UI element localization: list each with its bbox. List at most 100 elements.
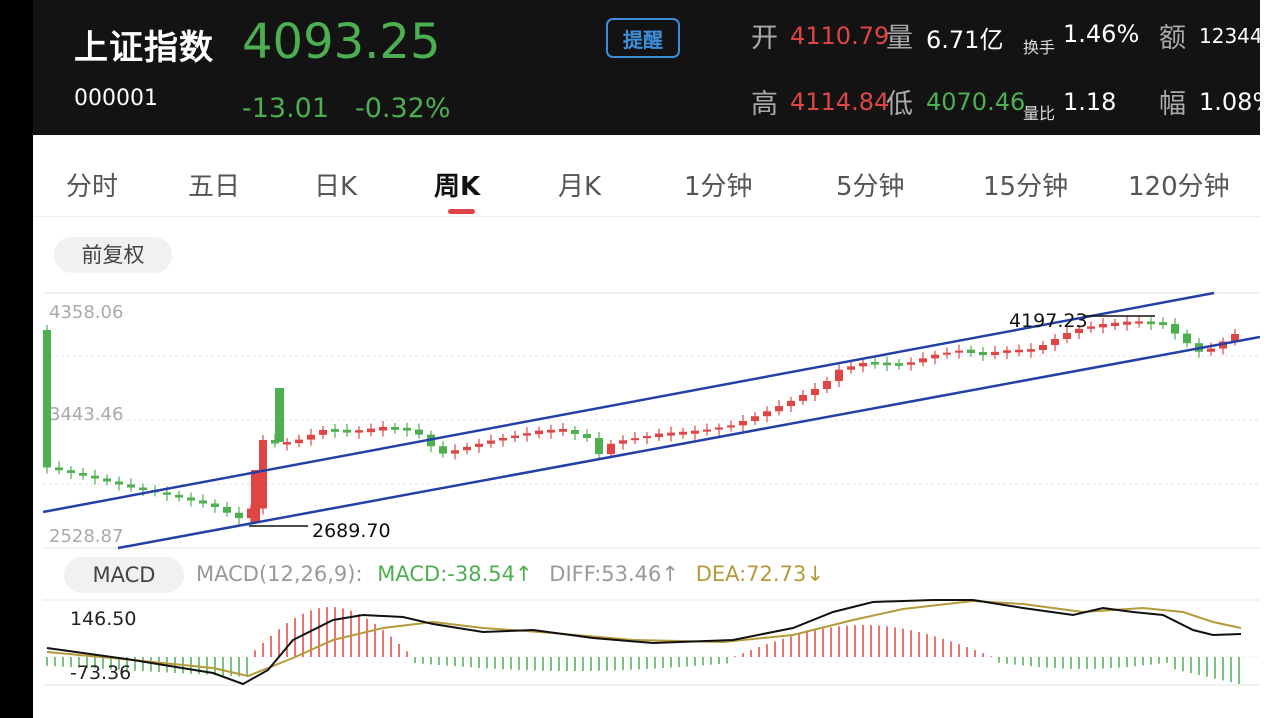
adjust-mode-button[interactable]: 前复权 — [54, 237, 172, 273]
macd-value: MACD:-38.54 — [377, 562, 515, 586]
tab-weekly-k[interactable]: 周K — [434, 172, 481, 202]
macd-params: MACD(12,26,9): — [196, 562, 363, 586]
tab-five-day[interactable]: 五日 — [188, 172, 241, 202]
candle-body — [871, 362, 879, 365]
candle-body — [319, 430, 327, 435]
candle-body — [1039, 345, 1047, 351]
candle-body — [139, 487, 147, 490]
candle-body — [43, 330, 51, 468]
candle-body — [367, 428, 375, 433]
candle-body — [703, 429, 711, 432]
candle-body — [1171, 324, 1179, 334]
candle-body — [499, 438, 507, 441]
vol-ratio-value: 1.18 — [1063, 88, 1117, 116]
candle-body — [691, 430, 699, 434]
candle-body — [1075, 328, 1083, 333]
candle-body — [967, 349, 975, 353]
amount-value: 12344 — [1199, 24, 1260, 48]
tab-daily-k[interactable]: 日K — [314, 172, 358, 202]
candle-body — [799, 395, 807, 401]
macd-y-top: 146.50 — [70, 608, 136, 630]
candle-body — [1111, 322, 1119, 326]
candle-body — [739, 421, 747, 426]
candle-body — [787, 400, 795, 407]
candle-body — [223, 506, 231, 513]
candle-body — [523, 433, 531, 436]
y-label-bottom: 2528.87 — [49, 526, 123, 547]
open-value: 4110.79 — [790, 22, 890, 50]
current-price: 4093.25 — [242, 14, 441, 70]
candle-body — [1099, 324, 1107, 328]
tab-intraday[interactable]: 分时 — [66, 172, 119, 202]
stock-app: 上证指数 000001 4093.25 -13.01 -0.32% 提醒 开 4… — [33, 0, 1260, 718]
candle-body — [307, 434, 315, 440]
candle-body — [727, 425, 735, 428]
candle-body — [79, 472, 87, 476]
candle-body — [127, 484, 135, 488]
amount-label: 额 — [1159, 23, 1186, 54]
candle-body — [547, 429, 555, 433]
candle-body — [295, 439, 303, 444]
macd-y-bottom: -73.36 — [70, 662, 131, 684]
candle-body — [475, 443, 483, 447]
candle-body — [847, 366, 855, 370]
tab-120min[interactable]: 120分钟 — [1128, 172, 1230, 202]
candle-body — [667, 432, 675, 436]
candle-body — [1123, 321, 1131, 325]
candle-body — [559, 429, 567, 432]
diff-arrow-icon: ↑ — [661, 562, 679, 586]
diff-value: DIFF:53.46 — [549, 562, 662, 586]
candle-body — [1183, 333, 1191, 344]
candle-body — [235, 512, 243, 519]
candle-body — [187, 497, 195, 501]
candle-body — [991, 351, 999, 355]
candle-body — [955, 350, 963, 353]
low-marker-label: 2689.70 — [312, 520, 391, 542]
candle-body — [511, 435, 519, 438]
candle-body — [823, 381, 831, 389]
candle-body — [103, 478, 111, 482]
candle-body — [91, 475, 99, 479]
candle-body — [163, 492, 171, 495]
candle-body — [535, 430, 543, 435]
candle-body — [715, 427, 723, 430]
candle-body — [211, 503, 219, 507]
candle-body — [895, 363, 903, 366]
tab-1min[interactable]: 1分钟 — [684, 172, 753, 202]
alert-button[interactable]: 提醒 — [606, 18, 680, 58]
candle-body — [343, 429, 351, 433]
candle-body — [643, 436, 651, 439]
candle-body — [907, 362, 915, 365]
candle-body — [763, 411, 771, 417]
tab-5min[interactable]: 5分钟 — [836, 172, 905, 202]
candle-body — [259, 440, 267, 509]
period-tabs: 分时 五日 日K 周K 月K 1分钟 5分钟 15分钟 120分钟 — [33, 150, 1260, 217]
turnover-value: 1.46% — [1063, 20, 1140, 48]
macd-histogram — [46, 607, 1240, 685]
high-label: 高 — [751, 89, 778, 120]
candle-body — [1207, 348, 1215, 352]
candle-body — [775, 406, 783, 412]
candle-body — [67, 470, 75, 473]
candle-body — [1027, 349, 1035, 352]
high-value: 4114.84 — [790, 88, 890, 116]
candle-body — [403, 427, 411, 431]
candle-body — [943, 352, 951, 355]
macd-indicator-button[interactable]: MACD — [64, 557, 184, 593]
kline-chart[interactable]: 4358.06 3443.46 2528.87 2689.70 4197.23 … — [33, 0, 1260, 718]
candle-body — [199, 500, 207, 504]
tab-monthly-k[interactable]: 月K — [558, 172, 602, 202]
candle-body — [595, 438, 603, 455]
candle-body — [1051, 339, 1059, 345]
candle-body — [919, 358, 927, 363]
amplitude-value: 1.08% — [1199, 88, 1260, 116]
candle-body — [811, 389, 819, 395]
index-name: 上证指数 — [74, 28, 214, 68]
tab-15min[interactable]: 15分钟 — [983, 172, 1069, 202]
candle-body — [859, 363, 867, 367]
dea-arrow-icon: ↓ — [806, 562, 824, 586]
candle-body — [331, 429, 339, 432]
candle-body — [607, 443, 615, 455]
low-value: 4070.46 — [926, 88, 1026, 116]
channel-upper — [42, 291, 1215, 514]
